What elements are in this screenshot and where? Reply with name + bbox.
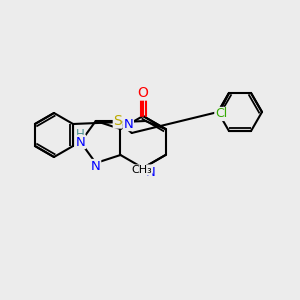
Text: N: N [146,167,156,179]
Text: H: H [76,128,85,140]
Text: N: N [76,136,85,148]
Text: CH₃: CH₃ [131,165,152,175]
Text: S: S [113,114,122,128]
Text: N: N [91,160,100,172]
Text: N: N [124,118,134,130]
Text: Cl: Cl [215,107,227,120]
Text: O: O [138,86,148,100]
